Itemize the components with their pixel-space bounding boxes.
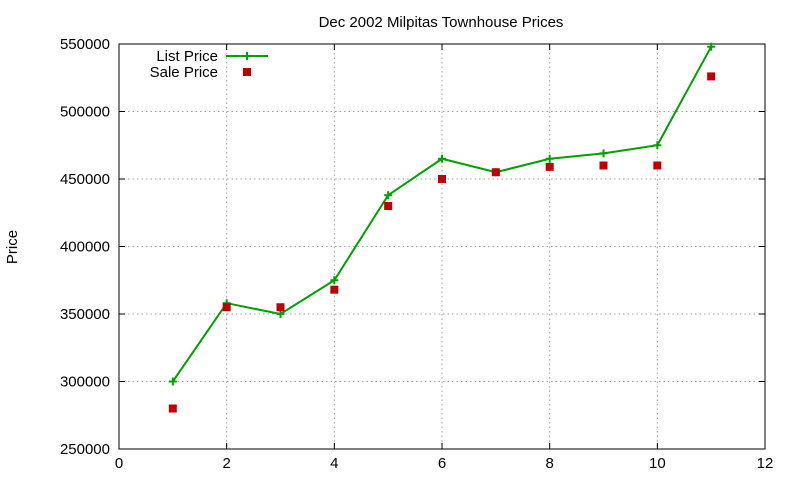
y-tick-label: 350000: [60, 306, 110, 323]
data-point: [222, 303, 231, 312]
series-line: [172, 46, 713, 383]
y-tick-label: 500000: [60, 104, 110, 121]
data-point: [653, 161, 662, 170]
legend-marker: [243, 52, 251, 60]
legend-label: List Price: [156, 48, 218, 65]
data-point: [599, 149, 608, 158]
data-point: [384, 202, 393, 210]
chart-title: Dec 2002 Milpitas Townhouse Prices: [319, 14, 564, 31]
data-point: [438, 154, 446, 163]
data-point: [384, 191, 393, 200]
x-tick-label: 0: [115, 455, 123, 472]
data-point: [276, 303, 285, 312]
data-point: [330, 276, 339, 285]
x-tick-label: 8: [545, 455, 553, 472]
data-point: [545, 154, 554, 163]
y-axis-label: Price: [4, 230, 21, 264]
data-point: [491, 168, 500, 177]
data-point: [545, 162, 554, 171]
x-tick-label: 12: [757, 455, 774, 472]
y-tick-label: 550000: [60, 36, 110, 53]
series-sale-price: [168, 72, 716, 413]
y-tick-label: 400000: [60, 239, 110, 256]
axes: 0 2 4 6 8 10 12 250000 300000 350000 400000 450000 5…: [60, 36, 773, 472]
data-point: [707, 72, 716, 81]
grid-lines: [119, 44, 765, 449]
legend-entry: List Price: [156, 48, 268, 65]
legend-marker: [243, 68, 251, 76]
y-tick-label: 450000: [60, 171, 110, 188]
x-tick-label: 2: [222, 455, 230, 472]
data-point: [168, 377, 177, 386]
x-tick-label: 10: [649, 455, 666, 472]
y-tick-label: 300000: [60, 374, 110, 391]
x-tick-label: 6: [438, 455, 446, 472]
data-point: [438, 175, 446, 183]
data-series: [168, 42, 716, 413]
data-point: [276, 310, 285, 318]
legend-label: Sale Price: [150, 64, 218, 81]
y-tick-label: 250000: [60, 441, 110, 458]
x-tick-label: 4: [330, 455, 338, 472]
legend-entry: Sale Price: [150, 64, 251, 81]
data-point: [168, 404, 177, 413]
series-list-price: [168, 42, 716, 386]
data-point: [330, 285, 339, 294]
data-point: [707, 42, 716, 51]
data-point: [599, 161, 608, 170]
data-point: [653, 141, 662, 150]
